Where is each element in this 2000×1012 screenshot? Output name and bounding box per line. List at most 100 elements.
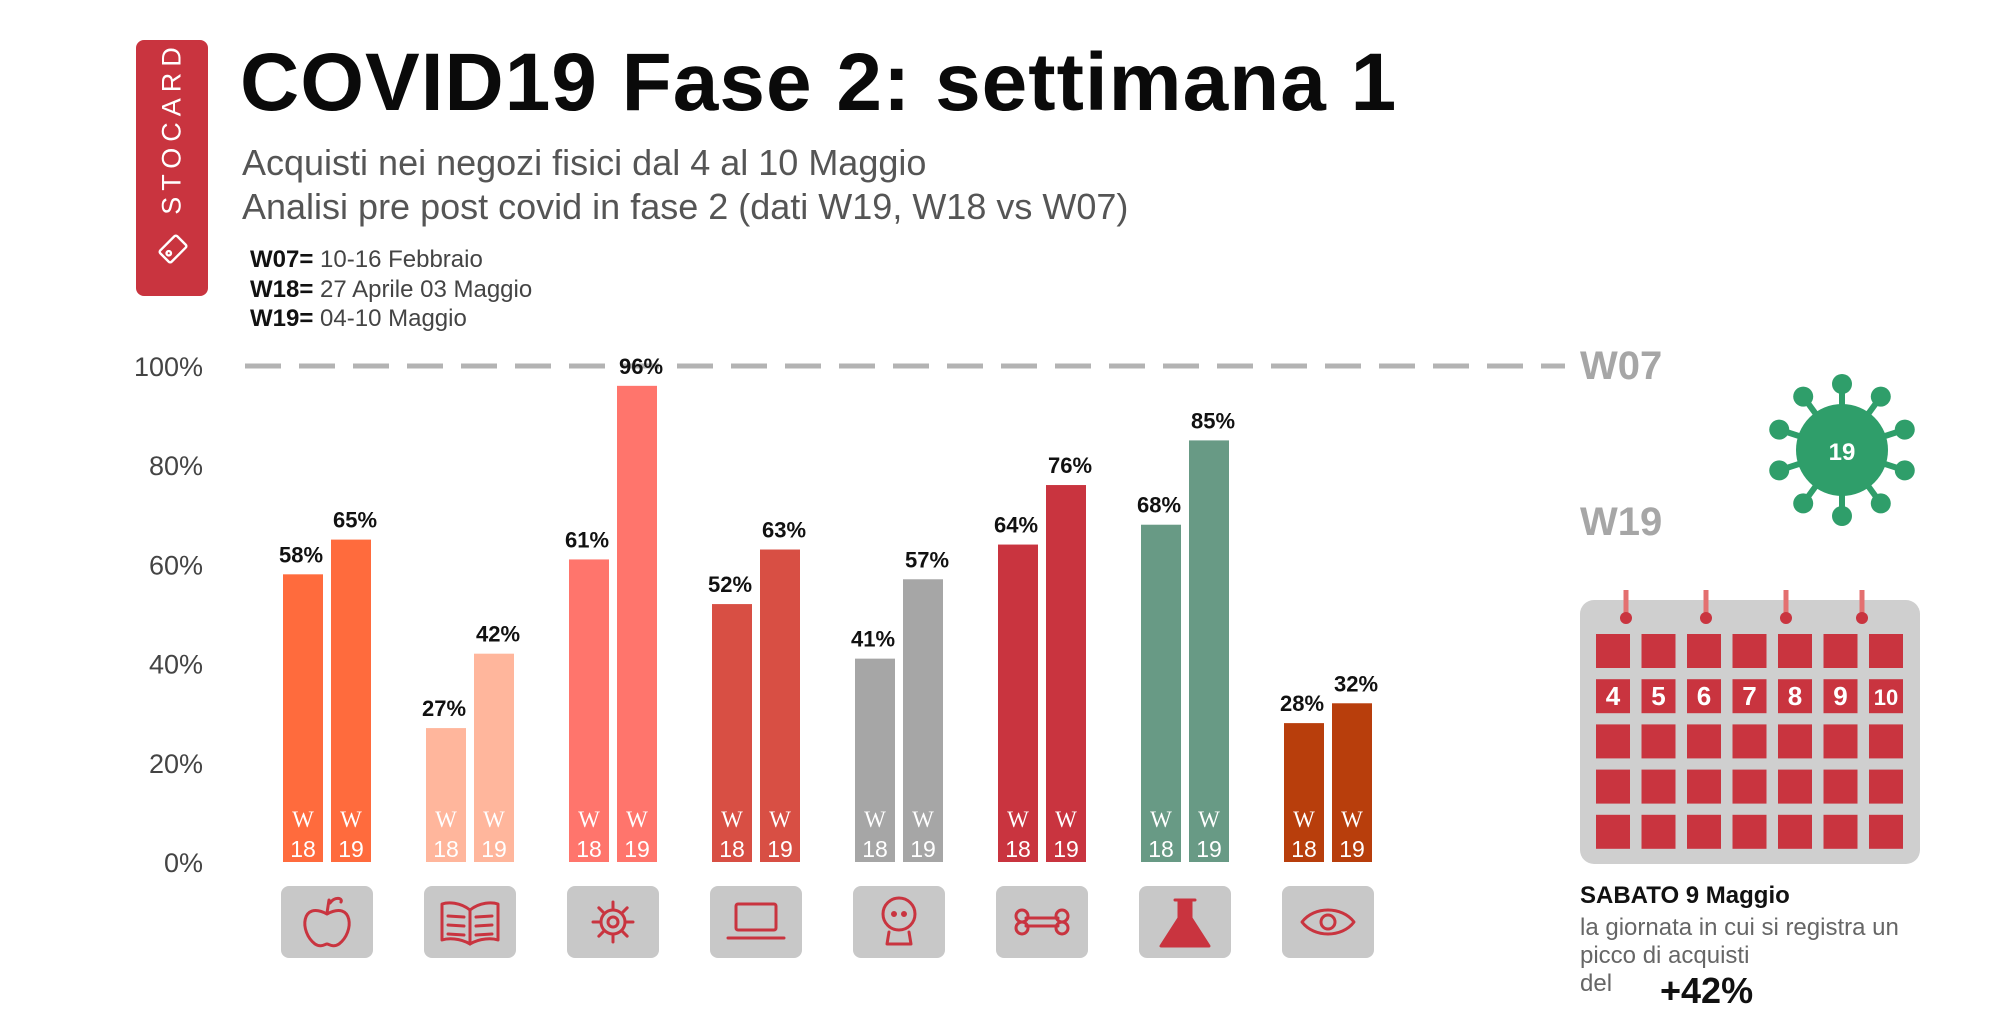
legend-w18: W18= 27 Aprile 03 Maggio — [250, 276, 532, 304]
calendar-cell — [1778, 679, 1812, 714]
bar-tag-top: W — [721, 807, 743, 832]
calendar-cell — [1732, 769, 1767, 804]
calendar-cell — [1778, 634, 1812, 668]
calendar-cell — [1732, 724, 1767, 759]
book-icon — [440, 901, 500, 946]
data-label: 85% — [1191, 408, 1235, 433]
calendar-cell — [1596, 634, 1630, 668]
calendar-cell — [1641, 769, 1676, 804]
calendar-cell — [1641, 679, 1676, 714]
bar-tag-bottom: 19 — [767, 836, 793, 862]
icon-tile — [710, 886, 802, 958]
legend-key: W18= — [250, 276, 314, 303]
eye-icon — [1300, 908, 1356, 936]
callout-value: +42% — [1660, 970, 1754, 1011]
subtitle-line-1: Acquisti nei negozi fisici dal 4 al 10 M… — [242, 142, 927, 183]
bar-tag-top: W — [912, 807, 934, 832]
bar-w19 — [617, 385, 657, 862]
calendar-day-number: 6 — [1697, 681, 1711, 711]
data-label: 32% — [1334, 671, 1378, 696]
bar-tag-top: W — [1198, 807, 1220, 832]
calendar-cell — [1823, 724, 1858, 759]
calendar-ring-dot — [1700, 612, 1712, 624]
bar-w18 — [426, 728, 466, 862]
calendar-cell — [1869, 679, 1903, 714]
calendar-cell — [1732, 814, 1767, 849]
calendar-cell — [1823, 679, 1858, 714]
virus-spike-tip — [1894, 460, 1915, 481]
virus-spike-tip — [1769, 419, 1790, 440]
callout-title: SABATO 9 Maggio — [1580, 882, 1790, 909]
data-label: 76% — [1048, 453, 1092, 478]
calendar-cell — [1778, 724, 1812, 759]
category-icons — [281, 886, 1374, 958]
virus-spike-tip — [1894, 419, 1915, 440]
bar-w18 — [855, 658, 895, 862]
virus-label: 19 — [1829, 439, 1856, 466]
bar-w18 — [283, 574, 323, 862]
legend-w19: W19= 04-10 Maggio — [250, 305, 467, 333]
calendar-cell — [1641, 724, 1676, 759]
data-label: 57% — [905, 547, 949, 572]
bar-tag-bottom: 18 — [1148, 836, 1174, 862]
virus-spike-tip — [1870, 493, 1891, 514]
calendar-cell — [1687, 679, 1721, 714]
bar-w19 — [1046, 485, 1086, 862]
bar-w19 — [331, 539, 371, 862]
calendar-day-number: 8 — [1788, 681, 1802, 711]
calendar-ring-dot — [1780, 612, 1792, 624]
legend-key: W07= — [250, 246, 314, 273]
virus-body — [1796, 404, 1888, 496]
y-tick-label: 80% — [149, 451, 203, 481]
icon-tile — [853, 886, 945, 958]
bar-tag-top: W — [1055, 807, 1077, 832]
virus-spike-tip — [1793, 493, 1814, 514]
bar-tag-bottom: 18 — [576, 836, 602, 862]
bar-tag-bottom: 18 — [1005, 836, 1031, 862]
y-tick-label: 20% — [149, 749, 203, 779]
bar-tag-bottom: 19 — [910, 836, 936, 862]
calendar-cell — [1778, 769, 1812, 804]
calendar-cell — [1687, 634, 1721, 668]
callout-line-1: la giornata in cui si registra un — [1580, 914, 1899, 941]
virus-icon: 19 — [1769, 374, 1915, 526]
data-label: 58% — [279, 542, 323, 567]
y-axis: 0% 20% 40% 60% 80% 100% — [134, 352, 203, 878]
calendar-cell — [1596, 724, 1630, 759]
bar-w18 — [1284, 723, 1324, 862]
calendar-day-number: 4 — [1606, 681, 1621, 711]
bar-tag-bottom: 18 — [290, 836, 316, 862]
bar-tag-top: W — [483, 807, 505, 832]
virus-spike-tip — [1832, 506, 1852, 526]
virus-spike-tip — [1832, 374, 1852, 394]
calendar-cell — [1596, 814, 1630, 849]
gear-icon — [591, 900, 635, 944]
data-label: 52% — [708, 572, 752, 597]
bar-w18 — [712, 604, 752, 862]
legend-value: 04-10 Maggio — [320, 305, 467, 332]
bar-tag-bottom: 18 — [719, 836, 745, 862]
data-label: 41% — [851, 627, 895, 652]
calendar-day-number: 9 — [1833, 681, 1847, 711]
bar-tag-top: W — [1150, 807, 1172, 832]
bar-tag-top: W — [1341, 807, 1363, 832]
calendar-cell — [1869, 634, 1903, 668]
calendar-cell — [1823, 769, 1858, 804]
bar-tag-top: W — [340, 807, 362, 832]
bar-w18 — [1141, 524, 1181, 862]
calendar-cell — [1687, 814, 1721, 849]
calendar-day-number: 7 — [1742, 681, 1756, 711]
calendar-icon: 4 5 6 7 8 9 10 — [1580, 590, 1920, 864]
legend-key: W19= — [250, 305, 314, 332]
callout-line-2: picco di acquisti — [1580, 942, 1750, 969]
virus-spike-tip — [1870, 386, 1891, 407]
data-label: 96% — [619, 354, 663, 379]
bar-tag-top: W — [1007, 807, 1029, 832]
calendar-ring-dot — [1620, 612, 1632, 624]
calendar-cell — [1869, 769, 1903, 804]
virus-spike-tip — [1769, 460, 1790, 481]
bar-w19 — [1189, 440, 1229, 862]
calendar-cell — [1687, 769, 1721, 804]
bar-tag-bottom: 19 — [624, 836, 650, 862]
bar-tag-bottom: 18 — [862, 836, 888, 862]
